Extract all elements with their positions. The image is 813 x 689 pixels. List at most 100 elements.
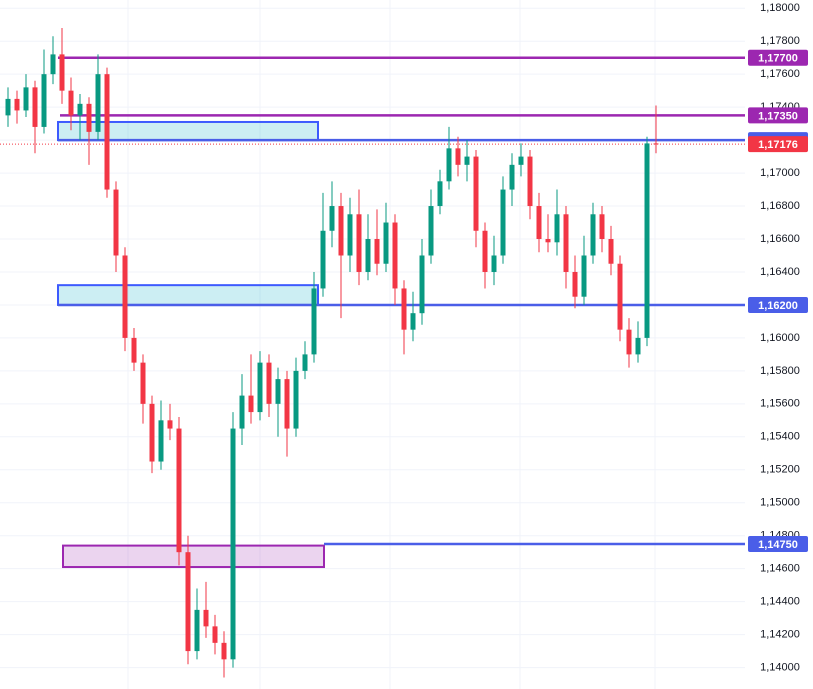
candle-body: [50, 54, 56, 75]
candle-body: [266, 362, 272, 404]
price-label: 1,17176: [758, 139, 798, 151]
candle-body: [428, 206, 434, 256]
price-label-bg: [748, 535, 808, 552]
candle-body: [347, 214, 353, 256]
candle-body: [383, 222, 389, 264]
y-tick-label: 1,14600: [760, 563, 800, 575]
y-tick-label: 1,18000: [760, 2, 800, 14]
candle-body: [320, 230, 326, 289]
candle-body: [635, 337, 641, 355]
candle-body: [572, 271, 578, 297]
candle-body: [464, 156, 470, 165]
candle-body: [257, 362, 263, 413]
candle-body: [140, 362, 146, 404]
candle-body: [590, 214, 596, 256]
candle-body: [86, 103, 92, 132]
candle-body: [68, 90, 74, 116]
candle-body: [311, 288, 317, 355]
candle-body: [455, 148, 461, 165]
candle-body: [275, 379, 281, 404]
candle-body: [536, 206, 542, 240]
candle-body: [563, 214, 569, 272]
candle-body: [491, 255, 497, 272]
candle-body: [617, 263, 623, 330]
y-tick-label: 1,16400: [760, 266, 800, 278]
candle-body: [374, 239, 380, 264]
candle-body: [176, 428, 182, 553]
candle-body: [185, 552, 191, 652]
candle-body: [545, 239, 551, 243]
zone: [62, 544, 325, 569]
candle-body: [329, 206, 335, 231]
y-tick-label: 1,16800: [760, 200, 800, 212]
candle-body: [644, 143, 650, 338]
candle-body: [338, 206, 344, 256]
candle-body: [392, 222, 398, 289]
candle-body: [14, 98, 20, 111]
price-label: 1,14750: [758, 539, 798, 551]
candle-body: [284, 379, 290, 429]
candle-body: [473, 156, 479, 231]
candle-body: [356, 214, 362, 272]
candle-body: [5, 98, 11, 116]
price-label-bg: [748, 136, 808, 153]
price-label: 1,17350: [758, 110, 798, 122]
price-label-bg: [748, 49, 808, 66]
candle-body: [509, 164, 515, 190]
price-label: 1,17700: [758, 53, 798, 65]
candle-body: [419, 255, 425, 314]
y-tick-label: 1,14400: [760, 596, 800, 608]
y-tick-label: 1,15000: [760, 497, 800, 509]
candle-body: [104, 74, 110, 190]
candle-body: [158, 420, 164, 462]
candle-body: [599, 214, 605, 240]
candle-body: [500, 189, 506, 256]
candle-body: [122, 255, 128, 338]
y-tick-label: 1,14000: [760, 661, 800, 673]
y-tick-label: 1,16000: [760, 332, 800, 344]
y-tick-label: 1,15800: [760, 365, 800, 377]
candle-body: [248, 395, 254, 413]
candle-body: [401, 288, 407, 330]
candle-body: [149, 403, 155, 462]
y-tick-label: 1,15600: [760, 398, 800, 410]
candle-body: [230, 428, 236, 660]
zone: [57, 284, 319, 306]
candle-body: [203, 609, 209, 627]
candle-body: [194, 609, 200, 652]
candle-body: [365, 239, 371, 272]
candle-body: [482, 230, 488, 272]
candle-body: [23, 87, 29, 111]
candle-body: [77, 103, 83, 116]
candle-body: [302, 354, 308, 371]
price-label-bg: [748, 296, 808, 313]
y-tick-label: 1,16600: [760, 233, 800, 245]
candle-body: [212, 626, 218, 643]
candle-body: [293, 370, 299, 429]
candle-body: [131, 337, 137, 363]
y-tick-label: 1,17600: [760, 68, 800, 80]
candle-body: [59, 54, 65, 91]
y-tick-label: 1,15400: [760, 431, 800, 443]
y-tick-label: 1,15200: [760, 464, 800, 476]
candle-body: [608, 239, 614, 264]
candle-body: [95, 74, 101, 132]
candle-body: [32, 87, 38, 127]
candle-body: [167, 420, 173, 429]
candle-body: [437, 181, 443, 207]
candle-body: [410, 313, 416, 330]
y-tick-label: 1,14200: [760, 629, 800, 641]
y-tick-label: 1,17000: [760, 167, 800, 179]
candle-body: [554, 214, 560, 243]
candle-body: [221, 642, 227, 660]
price-label: 1,16200: [758, 300, 798, 312]
candle-body: [113, 189, 119, 256]
candle-body: [626, 329, 632, 355]
candle-body: [446, 148, 452, 182]
candle-body: [581, 255, 587, 297]
candle-body: [653, 143, 659, 145]
candle-body: [239, 395, 245, 429]
